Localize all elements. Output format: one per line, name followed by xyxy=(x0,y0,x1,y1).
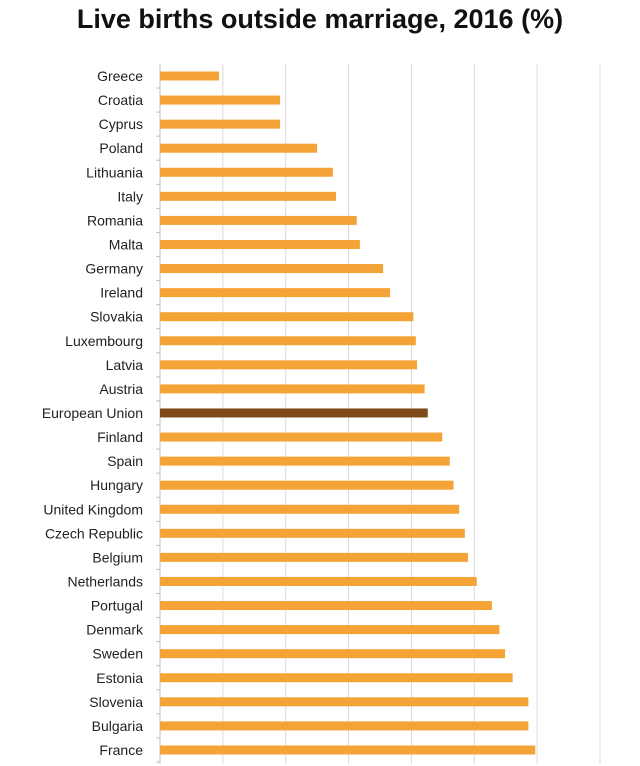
category-label: Sweden xyxy=(92,646,143,662)
category-label: Germany xyxy=(85,261,143,277)
category-label: Bulgaria xyxy=(92,718,144,734)
category-label: Malta xyxy=(109,236,143,252)
bar xyxy=(160,239,360,249)
bar xyxy=(160,191,336,201)
category-label: United Kingdom xyxy=(43,501,143,517)
bar xyxy=(160,649,506,659)
bar xyxy=(160,697,529,707)
bar xyxy=(160,360,418,370)
category-label: Romania xyxy=(87,212,143,228)
category-label: Hungary xyxy=(90,477,143,493)
category-label: Czech Republic xyxy=(45,525,143,541)
category-label: Cyprus xyxy=(99,116,143,132)
category-label: Croatia xyxy=(98,92,143,108)
bar xyxy=(160,71,220,81)
bar xyxy=(160,528,465,538)
category-label: Luxembourg xyxy=(65,333,143,349)
category-label: Spain xyxy=(107,453,143,469)
bar xyxy=(160,167,333,177)
category-label: France xyxy=(99,742,143,758)
category-label: Ireland xyxy=(100,285,143,301)
bar xyxy=(160,745,536,755)
bar xyxy=(160,432,443,442)
bar xyxy=(160,721,529,731)
category-label: Denmark xyxy=(86,622,144,638)
bar xyxy=(160,119,281,129)
category-label: Slovakia xyxy=(90,309,143,325)
category-label: Poland xyxy=(99,140,143,156)
bar xyxy=(160,456,450,466)
category-label: Finland xyxy=(97,429,143,445)
bar xyxy=(160,384,425,394)
bar xyxy=(160,95,281,105)
bar xyxy=(160,601,492,611)
category-label: Italy xyxy=(117,188,143,204)
category-label: Estonia xyxy=(96,670,143,686)
bar xyxy=(160,264,384,274)
bar xyxy=(160,215,357,225)
bar xyxy=(160,143,318,153)
bar xyxy=(160,673,513,683)
bar-highlight xyxy=(160,408,428,418)
bar xyxy=(160,625,500,635)
category-label: European Union xyxy=(42,405,143,421)
category-label: Latvia xyxy=(106,357,144,373)
chart-title: Live births outside marriage, 2016 (%) xyxy=(76,4,564,34)
category-label: Lithuania xyxy=(86,164,143,180)
category-label: Portugal xyxy=(91,598,143,614)
bar xyxy=(160,288,391,298)
bar xyxy=(160,336,416,346)
bar xyxy=(160,576,477,586)
bar xyxy=(160,312,414,322)
category-label: Belgium xyxy=(92,549,143,565)
bar xyxy=(160,504,460,514)
category-label: Greece xyxy=(97,68,143,84)
bar xyxy=(160,480,454,490)
category-label: Austria xyxy=(99,381,143,397)
category-label: Slovenia xyxy=(89,694,143,710)
category-label: Netherlands xyxy=(68,573,144,589)
bar xyxy=(160,552,468,562)
